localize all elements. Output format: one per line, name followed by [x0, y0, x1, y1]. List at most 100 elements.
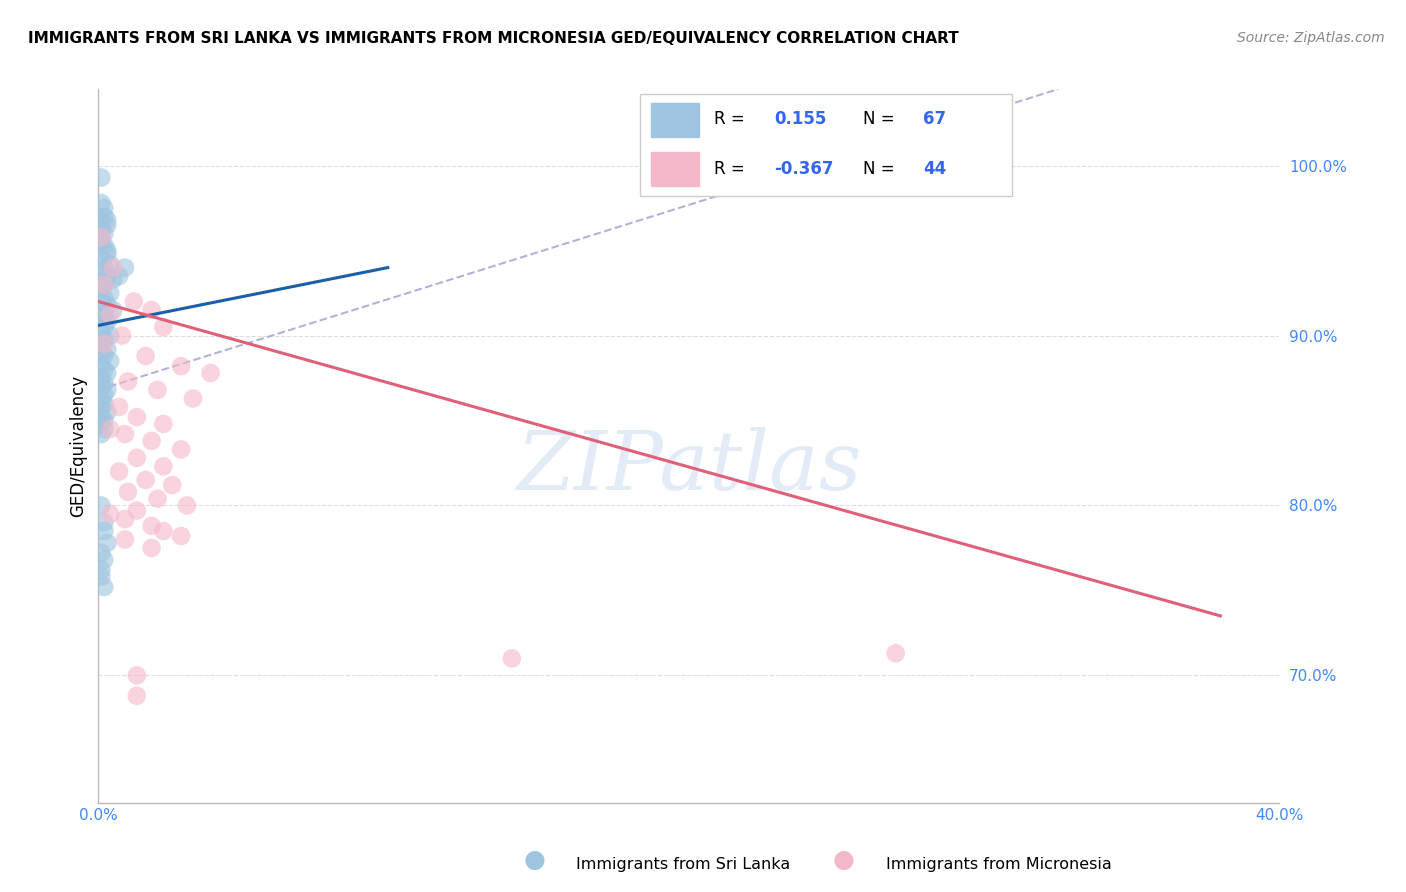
Text: N =: N =	[863, 160, 900, 178]
Point	[90, 230, 112, 244]
Point	[90, 401, 112, 416]
Point	[96, 536, 118, 550]
Point	[96, 218, 118, 232]
FancyBboxPatch shape	[640, 94, 1012, 196]
Point	[93, 238, 115, 252]
Point	[96, 244, 118, 258]
Text: 67: 67	[922, 111, 946, 128]
Text: Immigrants from Sri Lanka: Immigrants from Sri Lanka	[576, 857, 790, 872]
Point	[111, 328, 134, 343]
Point	[93, 277, 115, 292]
Point	[93, 210, 115, 224]
Text: ZIPatlas: ZIPatlas	[516, 427, 862, 508]
Point	[90, 371, 112, 385]
Point	[98, 286, 121, 301]
Text: -0.367: -0.367	[773, 160, 834, 178]
Point	[141, 541, 163, 555]
Point	[125, 410, 148, 425]
Point	[114, 533, 136, 547]
Point	[90, 499, 112, 513]
Point	[93, 332, 115, 346]
Point	[96, 342, 118, 356]
Point	[93, 553, 115, 567]
Point	[90, 230, 112, 244]
Point	[93, 277, 115, 292]
Point	[170, 529, 193, 543]
Point	[90, 427, 112, 442]
Point	[98, 308, 121, 322]
Point	[114, 512, 136, 526]
Point	[93, 580, 115, 594]
Point	[125, 668, 148, 682]
FancyBboxPatch shape	[651, 103, 699, 136]
Point	[90, 264, 112, 278]
Point	[170, 359, 193, 373]
Point	[96, 405, 118, 419]
Point	[93, 227, 115, 241]
Point	[114, 260, 136, 275]
Point	[117, 484, 139, 499]
Point	[93, 396, 115, 410]
Point	[135, 349, 157, 363]
Point	[93, 320, 115, 334]
Point	[117, 375, 139, 389]
Point	[93, 337, 115, 351]
Point	[96, 213, 118, 227]
Point	[108, 269, 131, 284]
Point	[90, 196, 112, 211]
Point	[125, 450, 148, 465]
Point	[200, 366, 222, 380]
Point	[181, 392, 204, 406]
Text: ●: ●	[523, 848, 546, 872]
Text: R =: R =	[714, 111, 751, 128]
Point	[96, 298, 118, 312]
FancyBboxPatch shape	[651, 153, 699, 186]
Point	[141, 303, 163, 318]
Point	[90, 546, 112, 560]
Point	[125, 503, 148, 517]
Point	[141, 519, 163, 533]
Point	[96, 383, 118, 397]
Point	[96, 366, 118, 380]
Point	[103, 303, 125, 318]
Point	[93, 201, 115, 215]
Point	[90, 294, 112, 309]
Point	[90, 170, 112, 185]
Point	[90, 221, 112, 235]
Point	[93, 376, 115, 391]
Point	[162, 478, 183, 492]
Point	[152, 417, 174, 431]
Point	[103, 260, 125, 275]
Point	[90, 379, 112, 393]
Point	[90, 570, 112, 584]
Point	[90, 393, 112, 408]
Point	[152, 459, 174, 474]
Point	[90, 311, 112, 326]
Text: Source: ZipAtlas.com: Source: ZipAtlas.com	[1237, 31, 1385, 45]
Point	[93, 308, 115, 322]
Point	[96, 247, 118, 261]
Text: N =: N =	[863, 111, 900, 128]
Point	[176, 499, 198, 513]
Point	[141, 434, 163, 448]
Point	[108, 465, 131, 479]
Point	[93, 413, 115, 427]
Point	[90, 213, 112, 227]
Point	[93, 291, 115, 305]
Point	[90, 281, 112, 295]
Point	[103, 272, 125, 286]
Point	[98, 257, 121, 271]
Point	[146, 383, 169, 397]
Text: 44: 44	[922, 160, 946, 178]
Point	[93, 516, 115, 530]
Point	[152, 524, 174, 538]
Point	[146, 491, 169, 506]
Point	[90, 325, 112, 339]
Point	[93, 260, 115, 275]
Point	[125, 689, 148, 703]
Text: IMMIGRANTS FROM SRI LANKA VS IMMIGRANTS FROM MICRONESIA GED/EQUIVALENCY CORRELAT: IMMIGRANTS FROM SRI LANKA VS IMMIGRANTS …	[28, 31, 959, 46]
Point	[90, 235, 112, 249]
Point	[152, 320, 174, 334]
Point	[90, 252, 112, 266]
Point	[122, 294, 145, 309]
